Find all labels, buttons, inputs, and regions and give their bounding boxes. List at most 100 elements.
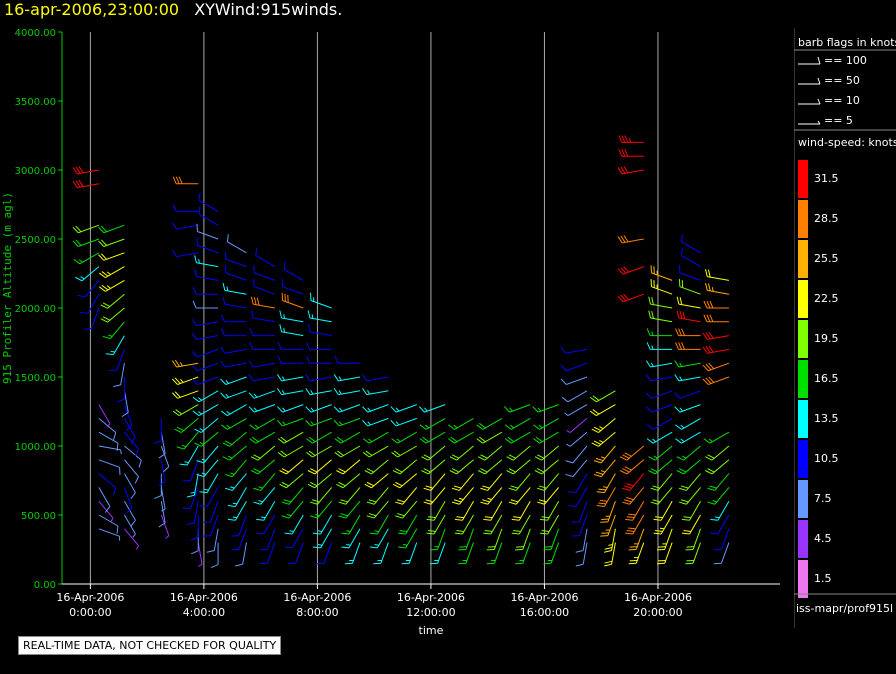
wind-barb	[364, 459, 389, 475]
barb-flag	[456, 516, 465, 519]
barb-flag	[560, 378, 567, 385]
barb-half-flag	[204, 488, 209, 491]
barb-staff	[348, 514, 361, 535]
wind-barb	[248, 360, 275, 368]
wind-barb	[560, 362, 588, 372]
barb-flag	[628, 513, 636, 516]
barb-staff	[196, 335, 219, 340]
barb-flag	[504, 438, 512, 444]
wind-barb	[250, 459, 276, 475]
barb-flag	[281, 501, 290, 505]
barb-flag	[337, 450, 344, 456]
wind-barb	[566, 418, 588, 433]
barb-flag	[249, 438, 257, 444]
wind-barb	[277, 356, 304, 364]
barb-flag	[174, 391, 181, 398]
barb-flag	[281, 515, 290, 519]
wind-barb	[486, 528, 503, 551]
wind-barb	[256, 500, 276, 521]
barb-flag	[537, 487, 545, 491]
barb-staff	[679, 390, 701, 399]
wind-barb	[617, 266, 644, 275]
barb-flag	[279, 324, 283, 332]
barb-staff	[113, 335, 125, 355]
barb-half-flag	[226, 286, 229, 291]
wind-barb	[253, 487, 276, 505]
wind-barb	[124, 418, 136, 444]
barb-staff	[266, 528, 276, 550]
barb-flag	[338, 501, 346, 505]
wind-barb	[392, 473, 418, 489]
wind-barb	[675, 328, 701, 337]
wind-barb	[171, 359, 199, 368]
wind-barb	[713, 528, 730, 551]
barb-half-flag	[367, 407, 371, 412]
barb-half-flag	[368, 438, 373, 443]
wind-barb	[681, 514, 701, 535]
barb-half-flag	[258, 500, 263, 503]
barb-flag	[454, 532, 463, 535]
wind-barb	[83, 307, 100, 330]
barb-flag	[369, 546, 378, 549]
barb-flag	[398, 546, 406, 549]
wind-barb	[77, 280, 100, 298]
y-tick-label: 2000.00	[15, 304, 56, 315]
barb-flag	[626, 530, 635, 532]
barb-flag	[624, 149, 629, 157]
wind-barb	[508, 473, 531, 491]
wind-barb	[448, 417, 474, 430]
wind-barb	[600, 501, 616, 523]
barb-flag	[622, 454, 630, 459]
wind-barb	[226, 234, 247, 254]
barb-flag	[479, 422, 486, 429]
barb-staff	[181, 418, 199, 433]
barb-flag	[451, 501, 460, 505]
barb-flag	[679, 297, 683, 305]
barb-flag	[710, 532, 718, 535]
barb-staff	[124, 500, 136, 521]
barb-flag	[399, 530, 408, 532]
wind-barb	[675, 417, 701, 430]
barb-staff	[679, 272, 701, 281]
barb-staff	[314, 473, 332, 489]
wind-barb	[648, 445, 673, 461]
wind-barb	[124, 459, 140, 484]
wind-barb	[515, 542, 531, 565]
barb-staff	[238, 514, 247, 536]
barb-staff	[123, 404, 133, 426]
wind-barb	[537, 473, 560, 491]
y-tick-label: 500.00	[21, 511, 56, 522]
barb-half-flag	[198, 563, 203, 567]
wind-barb	[705, 459, 730, 475]
wind-barb	[210, 542, 219, 569]
barb-staff	[317, 500, 332, 519]
barb-staff	[652, 431, 673, 444]
barb-flag	[565, 473, 574, 478]
barb-staff	[603, 487, 616, 507]
barb-half-flag	[281, 390, 285, 395]
wind-barb	[678, 265, 701, 281]
speed-legend-label: 10.5	[814, 452, 839, 465]
wind-barb	[458, 528, 474, 551]
barb-staff	[224, 289, 247, 295]
barb-flag	[308, 450, 316, 456]
wind-barb	[183, 459, 199, 482]
barb-flag	[117, 398, 125, 403]
barb-flag	[176, 426, 184, 432]
x-tick-date: 16-Apr-2006	[397, 591, 465, 604]
legend-barb-flag100	[817, 56, 821, 65]
wind-barb	[702, 376, 730, 385]
barb-staff	[376, 514, 389, 535]
barb-staff	[408, 542, 418, 564]
barb-staff	[707, 289, 730, 295]
barb-staff	[253, 303, 275, 309]
quality-note: REAL-TIME DATA, NOT CHECKED FOR QUALITY	[18, 636, 282, 655]
barb-flag	[648, 470, 656, 475]
barb-flag	[220, 392, 227, 399]
barb-flag	[191, 332, 197, 340]
wind-barb	[650, 265, 673, 281]
barb-flag	[617, 167, 623, 175]
barb-staff	[203, 459, 219, 477]
barb-flag	[620, 267, 627, 274]
wind-barb	[174, 418, 199, 433]
